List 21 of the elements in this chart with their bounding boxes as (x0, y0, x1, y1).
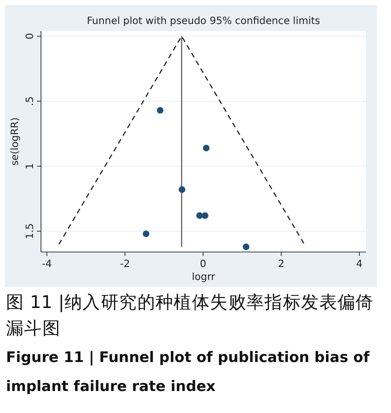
chart-title: Funnel plot with pseudo 95% confidence limits (86, 16, 320, 27)
y-tick-label: 1 (25, 163, 36, 170)
x-tick-label: 2 (278, 259, 284, 270)
x-tick-label: -4 (42, 259, 52, 270)
x-tick-label: 4 (356, 259, 363, 270)
x-tick-label: -2 (120, 259, 130, 270)
point (196, 212, 203, 219)
x-tick-label: 0 (200, 259, 206, 270)
point (242, 244, 250, 250)
caption: Figure 11 | Funnel plot of publication bias of implant failure rate index (6, 349, 371, 397)
point (178, 186, 186, 193)
y-tick-label: .5 (25, 96, 36, 106)
y-axis-title: se(logRR) (10, 117, 21, 166)
y-tick-label: 0 (25, 33, 36, 40)
point (202, 144, 210, 152)
y-tick-label: 1.5 (25, 223, 36, 240)
x-axis-title: logrr (192, 272, 216, 283)
caption: 图 11 |纳入研究的种植体失败率指标发表偏倚漏斗图 (6, 292, 375, 341)
point (142, 230, 150, 238)
point (202, 212, 208, 219)
point (156, 107, 164, 114)
